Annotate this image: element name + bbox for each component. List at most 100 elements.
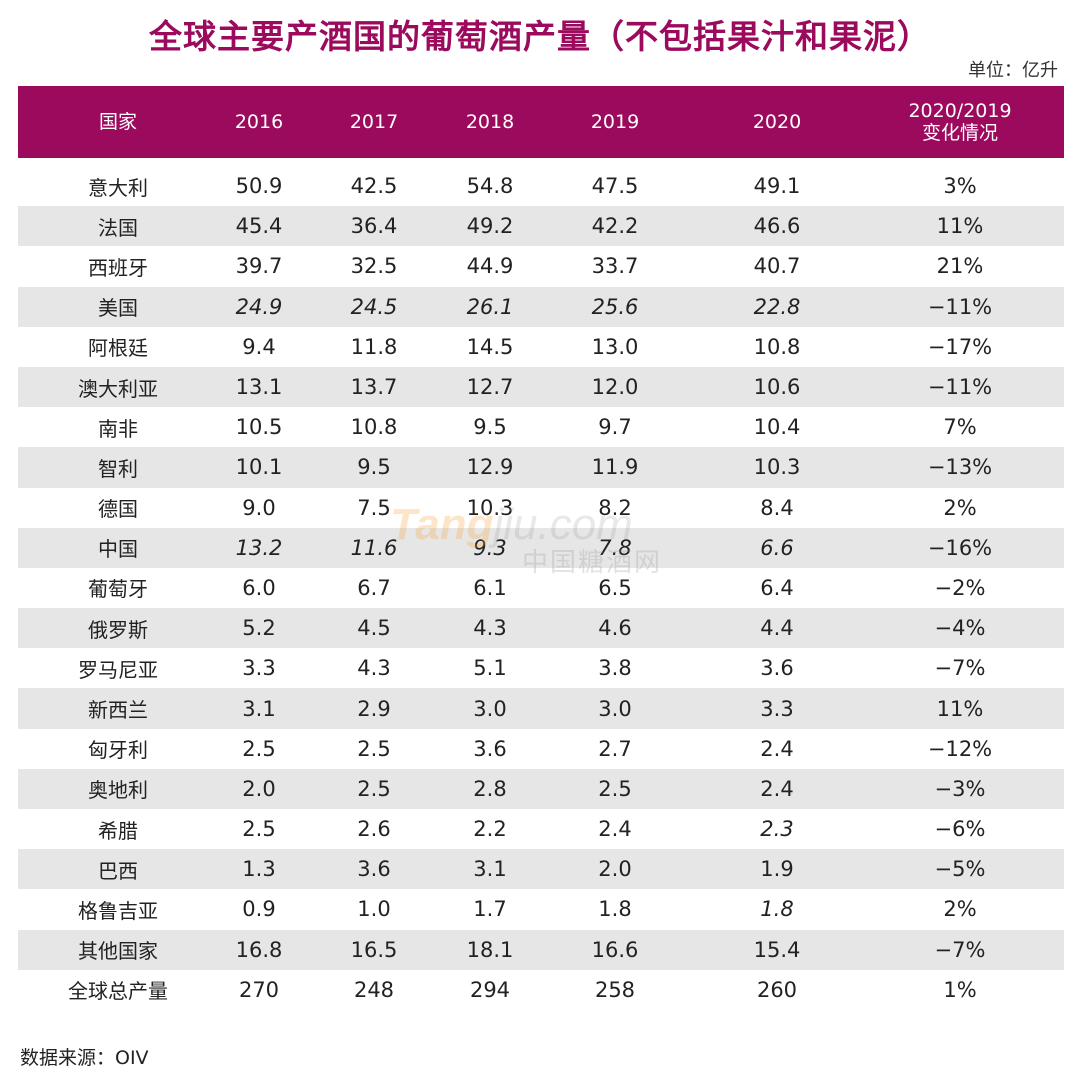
value-cell: 0.9	[242, 897, 276, 922]
country-cell: 格鲁吉亚	[78, 898, 158, 923]
value-cell: 13.2	[235, 535, 283, 560]
value-cell: 2.8	[473, 776, 507, 801]
change-cell: −11%	[927, 375, 993, 400]
country-cell: 中国	[98, 537, 138, 562]
value-cell: 6.1	[473, 575, 507, 600]
value-cell: 3.0	[473, 696, 507, 721]
value-cell: 9.0	[242, 495, 276, 520]
value-cell: 54.8	[466, 174, 514, 199]
value-cell: 2.0	[598, 857, 632, 882]
value-cell: 46.6	[753, 214, 801, 239]
table-row: 德国 9.0 7.5 10.3 8.2 8.4 2%	[18, 488, 1064, 528]
country-cell: 南非	[98, 416, 138, 441]
value-cell: 25.6	[591, 294, 639, 319]
value-cell: 10.3	[753, 455, 801, 480]
value-cell: 42.2	[591, 214, 639, 239]
value-cell: 13.0	[591, 334, 639, 359]
table-row: 阿根廷 9.4 11.8 14.5 13.0 10.8 −17%	[18, 327, 1064, 367]
value-cell: 26.1	[466, 294, 514, 319]
value-cell: 2.4	[760, 776, 794, 801]
country-cell: 澳大利亚	[78, 376, 158, 401]
country-cell: 阿根廷	[88, 336, 148, 361]
table-row: 南非 10.5 10.8 9.5 9.7 10.4 7%	[18, 407, 1064, 447]
header-change: 2020/2019 变化情况	[856, 100, 1064, 144]
country-cell: 其他国家	[78, 939, 158, 964]
value-cell: 1.7	[473, 897, 507, 922]
country-cell: 葡萄牙	[88, 577, 148, 602]
value-cell: 2.3	[760, 817, 794, 842]
country-cell: 奥地利	[88, 778, 148, 803]
value-cell: 11.6	[350, 535, 398, 560]
table-row: 中国 13.2 11.6 9.3 7.8 6.6 −16%	[18, 527, 1064, 568]
value-cell: 36.4	[350, 214, 398, 239]
value-cell: 6.5	[598, 575, 632, 600]
table-row: 罗马尼亚 3.3 4.3 5.1 3.8 3.6 −7%	[18, 648, 1064, 688]
value-cell: 8.2	[598, 495, 632, 520]
change-cell: −2%	[934, 575, 986, 600]
table-row: 意大利 50.9 42.5 54.8 47.5 49.1 3%	[18, 166, 1064, 206]
value-cell: 4.3	[357, 656, 391, 681]
wine-production-table: 国家 2016 2017 2018 2019 2020 2020/2019 变化…	[18, 86, 1064, 1010]
value-cell: 2.7	[598, 736, 632, 761]
value-cell: 39.7	[235, 254, 283, 279]
value-cell: 3.1	[473, 857, 507, 882]
change-cell: −16%	[927, 535, 993, 560]
value-cell: 49.2	[466, 214, 514, 239]
value-cell: 1.8	[760, 897, 794, 922]
change-cell: −7%	[934, 656, 986, 681]
value-cell: 32.5	[350, 254, 398, 279]
value-cell: 4.5	[357, 616, 391, 641]
value-cell: 10.4	[753, 415, 801, 440]
country-cell: 新西兰	[88, 698, 148, 723]
value-cell: 50.9	[235, 174, 283, 199]
value-cell: 3.8	[598, 656, 632, 681]
value-cell: 11.8	[350, 334, 398, 359]
table-row: 西班牙 39.7 32.5 44.9 33.7 40.7 21%	[18, 246, 1064, 286]
value-cell: 1.8	[598, 897, 632, 922]
value-cell: 2.5	[242, 736, 276, 761]
value-cell: 2.5	[357, 776, 391, 801]
value-cell: 40.7	[753, 254, 801, 279]
country-cell: 罗马尼亚	[78, 657, 158, 682]
value-cell: 3.6	[760, 656, 794, 681]
value-cell: 10.8	[350, 415, 398, 440]
value-cell: 9.7	[598, 415, 632, 440]
country-cell: 匈牙利	[88, 738, 148, 763]
value-cell: 7.5	[357, 495, 391, 520]
value-cell: 260	[756, 977, 798, 1002]
change-cell: 2%	[943, 495, 977, 520]
value-cell: 8.4	[760, 495, 794, 520]
value-cell: 294	[469, 977, 511, 1002]
change-cell: 11%	[936, 696, 984, 721]
value-cell: 24.9	[235, 294, 283, 319]
value-cell: 7.8	[598, 535, 632, 560]
value-cell: 15.4	[753, 937, 801, 962]
header-2018: 2018	[465, 111, 515, 133]
value-cell: 2.5	[242, 817, 276, 842]
change-cell: 11%	[936, 214, 984, 239]
value-cell: 1.0	[357, 897, 391, 922]
value-cell: 2.4	[760, 736, 794, 761]
table-row: 其他国家 16.8 16.5 18.1 16.6 15.4 −7%	[18, 929, 1064, 970]
value-cell: 2.0	[242, 776, 276, 801]
table-row: 全球总产量 270 248 294 258 260 1%	[18, 970, 1064, 1010]
table-body: 意大利 50.9 42.5 54.8 47.5 49.1 3% 法国 45.4 36.4 49.2 4…	[18, 166, 1064, 1010]
value-cell: 44.9	[466, 254, 514, 279]
change-cell: 21%	[936, 254, 984, 279]
change-cell: −17%	[927, 334, 993, 359]
table-header: 国家 2016 2017 2018 2019 2020 2020/2019 变化…	[18, 86, 1064, 158]
change-cell: −5%	[934, 857, 986, 882]
header-2020: 2020	[752, 111, 802, 133]
value-cell: 2.5	[598, 776, 632, 801]
value-cell: 10.6	[753, 375, 801, 400]
value-cell: 9.4	[242, 334, 276, 359]
value-cell: 10.5	[235, 415, 283, 440]
table-row: 澳大利亚 13.1 13.7 12.7 12.0 10.6 −11%	[18, 366, 1064, 408]
value-cell: 49.1	[753, 174, 801, 199]
value-cell: 10.1	[235, 455, 283, 480]
value-cell: 47.5	[591, 174, 639, 199]
change-cell: 1%	[943, 977, 977, 1002]
value-cell: 22.8	[753, 294, 801, 319]
data-source: 数据来源：OIV	[20, 1047, 149, 1069]
header-2017: 2017	[349, 111, 399, 133]
